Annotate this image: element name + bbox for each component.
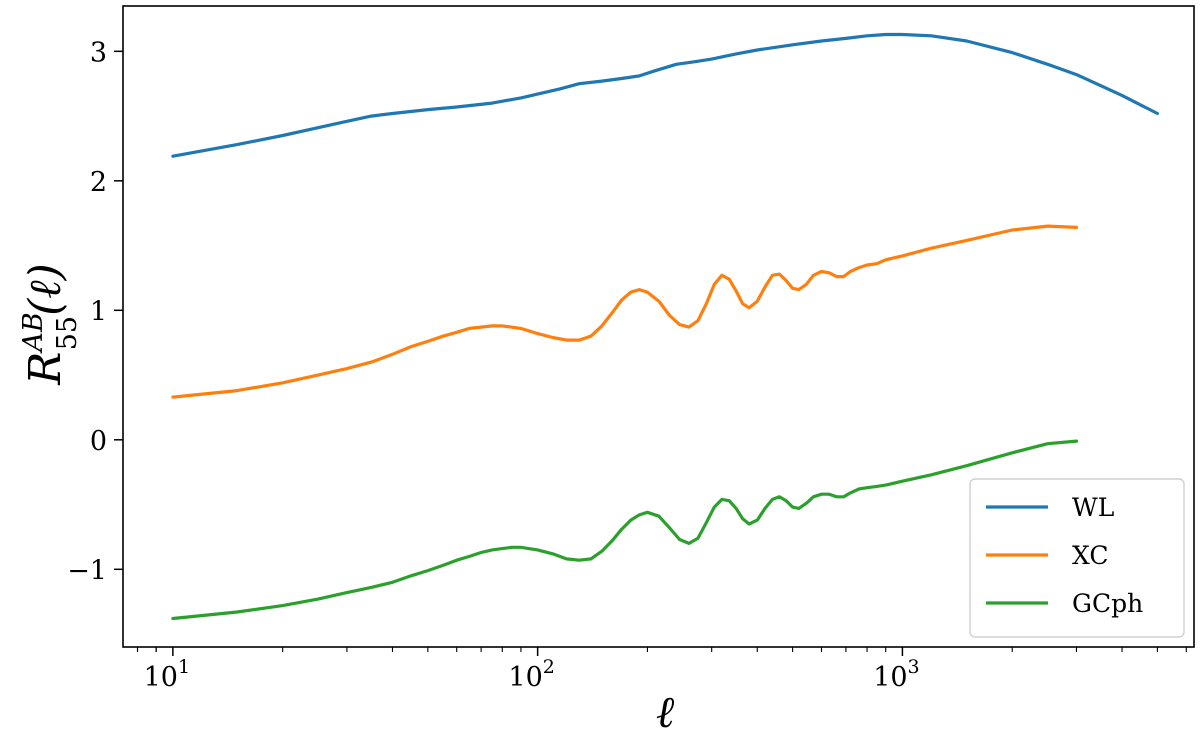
plot-frame bbox=[122, 5, 1195, 648]
legend-label-gcph: GCph bbox=[1072, 589, 1143, 618]
legend-label-wl: WL bbox=[1072, 493, 1114, 522]
x-axis-label: ℓ bbox=[656, 687, 675, 738]
y-tick-label: −1 bbox=[67, 555, 107, 586]
x-tick-label: 102 bbox=[508, 656, 554, 693]
y-axis-label-symbol: R bbox=[20, 352, 71, 386]
y-axis-label: RAB 55(ℓ) bbox=[18, 263, 83, 386]
x-tick-label: 103 bbox=[873, 656, 919, 693]
y-axis-label-subscript: 55 bbox=[52, 316, 83, 350]
legend-label-xc: XC bbox=[1072, 541, 1109, 570]
legend-box bbox=[969, 478, 1185, 638]
axis-ticks: 101 102 103 −1 0 1 2 3 bbox=[67, 37, 1187, 693]
series-line-gcph bbox=[171, 439, 1079, 621]
y-tick-label: 0 bbox=[90, 426, 107, 457]
y-axis-label-argument: (ℓ) bbox=[20, 263, 71, 316]
y-tick-label: 2 bbox=[90, 167, 107, 198]
y-tick-label: 3 bbox=[90, 37, 107, 68]
y-axis-label-superscript: AB bbox=[18, 312, 49, 354]
y-tick-label: 1 bbox=[90, 296, 107, 327]
x-tick-label: 101 bbox=[144, 656, 190, 693]
series-line-wl bbox=[171, 32, 1159, 158]
series-line-xc bbox=[171, 224, 1079, 399]
legend: WL XC GCph bbox=[969, 478, 1185, 638]
series-lines bbox=[171, 32, 1159, 621]
